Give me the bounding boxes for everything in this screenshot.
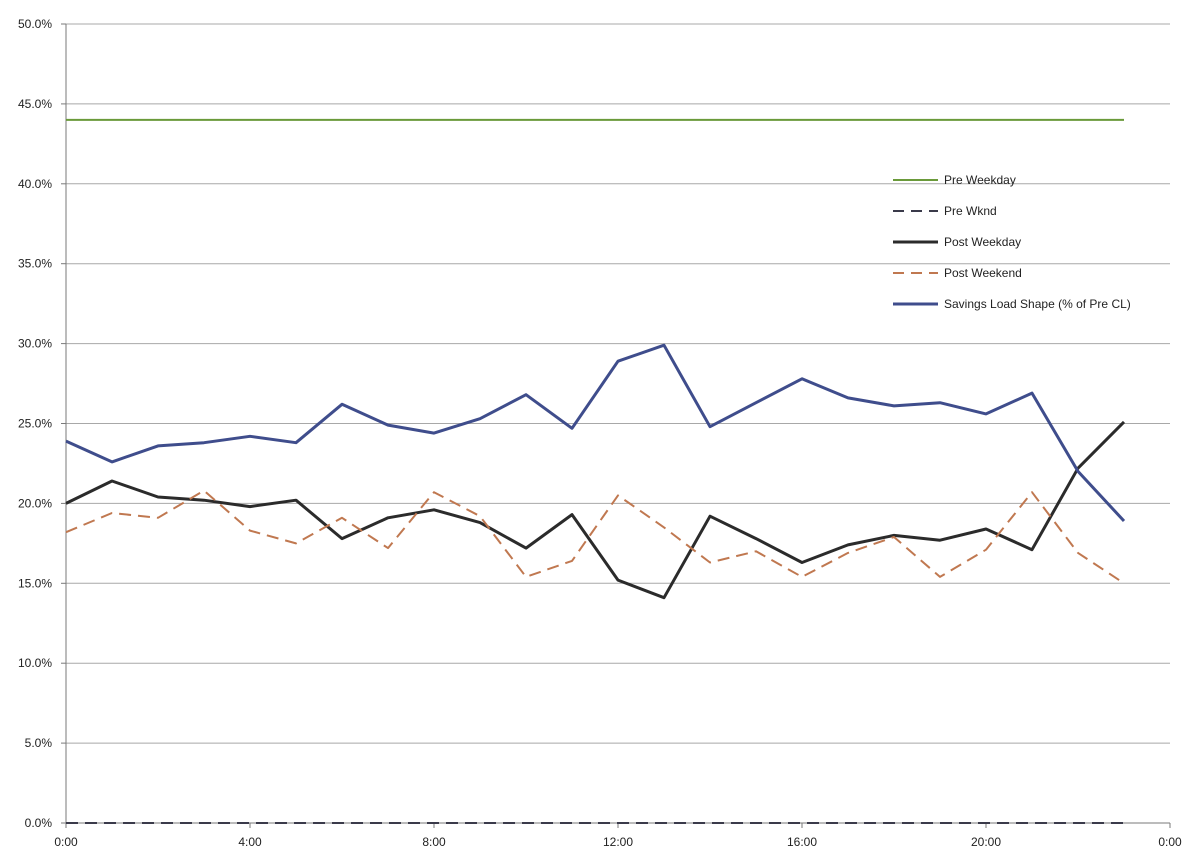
series-line-savings-load-shape-of-pre-cl — [65, 343, 1126, 523]
y-tick-label: 15.0% — [18, 576, 52, 590]
legend: Pre Weekday Pre Wknd Post Weekday Post Week… — [893, 173, 1131, 311]
y-tick-label: 30.0% — [18, 337, 52, 351]
x-tick-label: 12:00 — [603, 835, 633, 849]
y-tick-label: 35.0% — [18, 257, 52, 271]
y-tick-label: 50.0% — [18, 17, 52, 31]
x-axis-tick-labels: 0:00 4:00 8:00 12:00 16:00 20:00 0:00 — [54, 835, 1182, 849]
legend-label: Post Weekend — [944, 266, 1022, 280]
legend-label: Pre Weekday — [944, 173, 1016, 187]
series-line-post-weekend — [65, 489, 1125, 585]
y-tick-label: 10.0% — [18, 656, 52, 670]
y-tick-label: 25.0% — [18, 417, 52, 431]
y-axis-tick-labels: 0.0% 5.0% 10.0% 15.0% 20.0% 25.0% 30.0% 35.0% 40… — [18, 17, 52, 830]
x-tick-label: 0:00 — [54, 835, 78, 849]
series-line-post-weekday — [65, 420, 1126, 600]
x-tick-label: 20:00 — [971, 835, 1001, 849]
x-tick-label: 0:00 — [1158, 835, 1182, 849]
legend-label: Post Weekday — [944, 235, 1021, 249]
y-tick-label: 40.0% — [18, 177, 52, 191]
legend-label: Pre Wknd — [944, 204, 997, 218]
y-tick-label: 5.0% — [25, 736, 53, 750]
x-tick-label: 4:00 — [238, 835, 262, 849]
legend-label: Savings Load Shape (% of Pre CL) — [944, 297, 1131, 311]
gridlines — [66, 23, 1170, 744]
y-tick-label: 0.0% — [25, 816, 53, 830]
series-lines — [65, 118, 1126, 824]
y-tick-label: 20.0% — [18, 496, 52, 510]
x-tick-label: 8:00 — [422, 835, 446, 849]
x-tick-label: 16:00 — [787, 835, 817, 849]
y-tick-label: 45.0% — [18, 97, 52, 111]
